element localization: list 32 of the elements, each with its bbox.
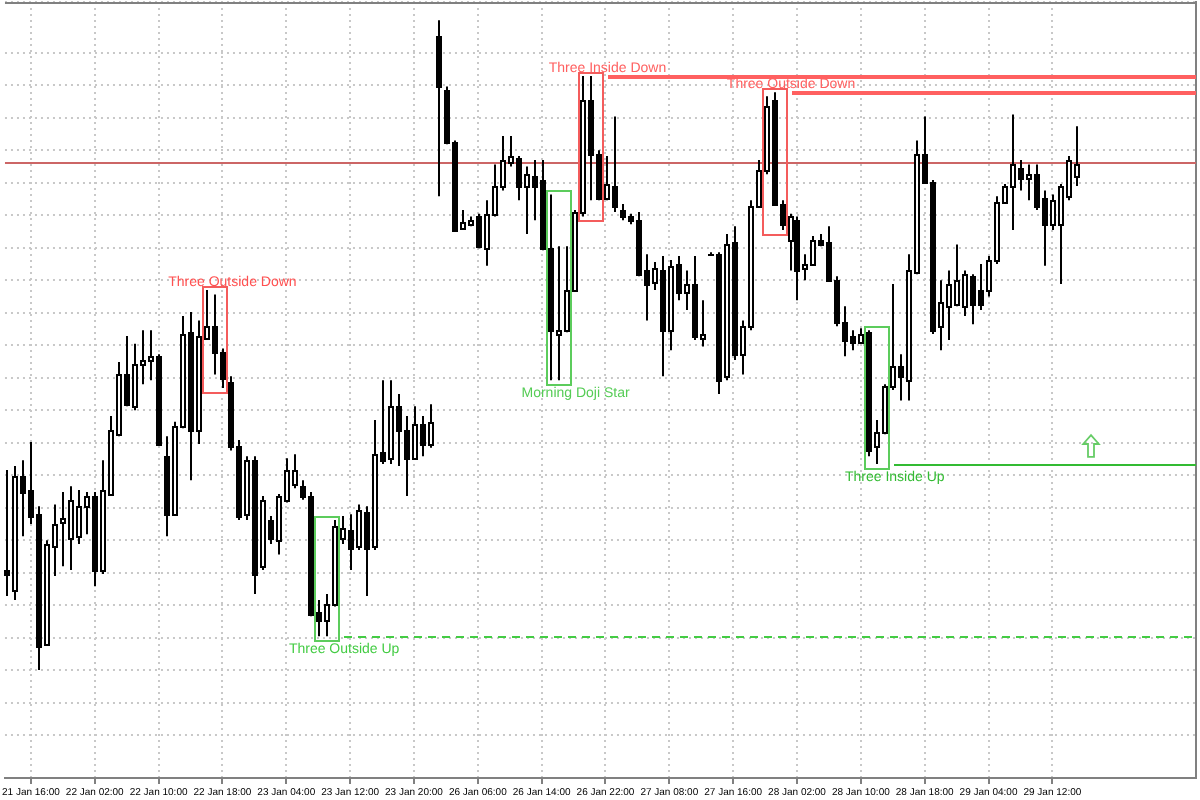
candlestick: [196, 319, 202, 445]
candlestick: [724, 233, 730, 382]
candlestick: [148, 329, 154, 382]
candlestick: [1050, 193, 1056, 232]
candlestick: [1026, 163, 1032, 202]
candlestick: [356, 503, 362, 551]
candlestick: [668, 259, 674, 352]
candlestick: [524, 165, 530, 236]
candlestick: [68, 485, 74, 572]
candlestick: [428, 403, 434, 449]
candlestick: [810, 234, 816, 267]
candlestick: [372, 418, 378, 551]
candlestick: [260, 494, 266, 572]
candlestick: [604, 155, 610, 202]
candlestick: [938, 279, 944, 352]
candlestick: [556, 245, 562, 382]
candlestick: [412, 405, 418, 460]
candlestick: [132, 342, 138, 412]
candlestick: [1010, 113, 1016, 232]
candlestick: [84, 491, 90, 536]
candlestick: [700, 299, 706, 348]
candlestick: [946, 269, 952, 341]
candlestick: [652, 260, 658, 291]
candlestick: [962, 269, 968, 317]
candlestick: [12, 465, 18, 601]
candlestick: [684, 269, 690, 312]
candlestick: [388, 379, 394, 466]
candlestick: [76, 489, 82, 546]
candlestick: [460, 208, 466, 232]
candlestick: [60, 491, 66, 568]
candlestick: [954, 243, 960, 308]
candlestick: [244, 455, 250, 521]
